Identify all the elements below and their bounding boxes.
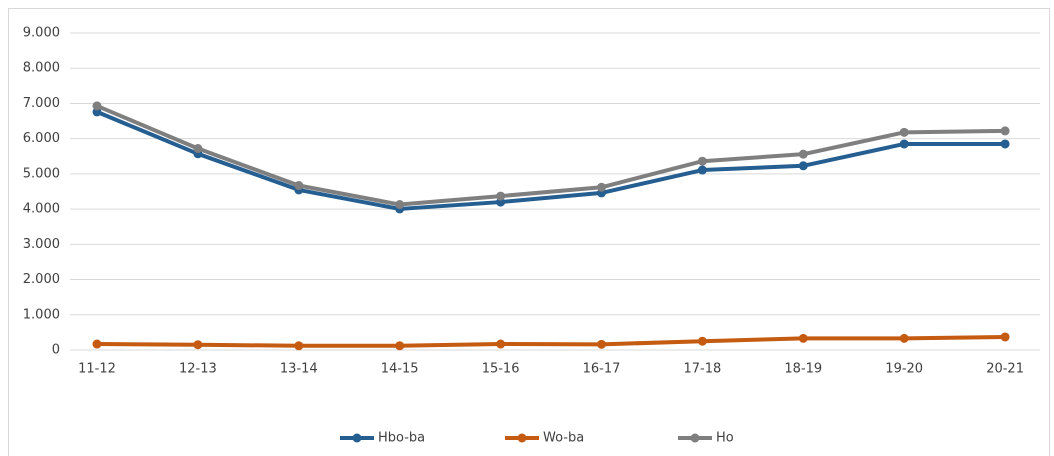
data-point	[294, 181, 304, 191]
legend-label: Ho	[716, 431, 734, 446]
y-tick-label: 1.000	[23, 307, 60, 322]
legend-label: Wo-ba	[543, 431, 584, 446]
data-point	[798, 333, 808, 343]
data-point	[193, 144, 203, 154]
data-point	[697, 165, 707, 175]
legend-marker	[352, 433, 362, 443]
data-point	[1000, 332, 1010, 342]
x-tick-label: 11-12	[78, 362, 116, 377]
data-point	[798, 149, 808, 159]
x-tick-label: 13-14	[280, 362, 318, 377]
data-point	[899, 333, 909, 343]
data-point	[697, 156, 707, 166]
x-tick-label: 19-20	[885, 362, 923, 377]
x-tick-label: 12-13	[179, 362, 217, 377]
data-point	[1000, 126, 1010, 136]
y-tick-label: 8.000	[23, 61, 60, 76]
data-point	[395, 341, 405, 351]
data-point	[294, 341, 304, 351]
y-tick-label: 5.000	[23, 166, 60, 181]
x-tick-label: 20-21	[986, 362, 1024, 377]
y-tick-label: 9.000	[23, 26, 60, 41]
y-tick-label: 0	[52, 343, 60, 358]
y-tick-label: 4.000	[23, 202, 60, 217]
data-point	[1000, 139, 1010, 149]
x-tick-label: 14-15	[381, 362, 419, 377]
data-point	[395, 200, 405, 210]
data-point	[597, 182, 606, 192]
data-point	[899, 127, 909, 137]
y-tick-label: 6.000	[23, 131, 60, 146]
data-point	[798, 161, 808, 171]
series-line	[96, 104, 1006, 207]
y-tick-label: 2.000	[23, 272, 60, 287]
data-point	[697, 336, 707, 346]
data-point	[193, 340, 203, 350]
x-tick-label: 16-17	[583, 362, 621, 377]
x-tick-label: 18-19	[784, 362, 822, 377]
series-line	[96, 334, 1006, 348]
data-point	[899, 139, 909, 149]
y-tick-label: 7.000	[23, 96, 60, 111]
data-point	[496, 191, 506, 201]
data-point	[496, 339, 506, 349]
series-line	[96, 110, 1006, 211]
x-tick-label: 17-18	[684, 362, 722, 377]
chart-frame	[8, 8, 1050, 456]
legend-label: Hbo-ba	[378, 431, 425, 446]
data-point	[92, 339, 102, 349]
y-tick-label: 3.000	[23, 237, 60, 252]
legend-marker	[517, 433, 527, 443]
legend-marker	[690, 433, 700, 443]
x-tick-label: 15-16	[482, 362, 520, 377]
data-point	[597, 339, 606, 349]
data-point	[92, 101, 102, 111]
